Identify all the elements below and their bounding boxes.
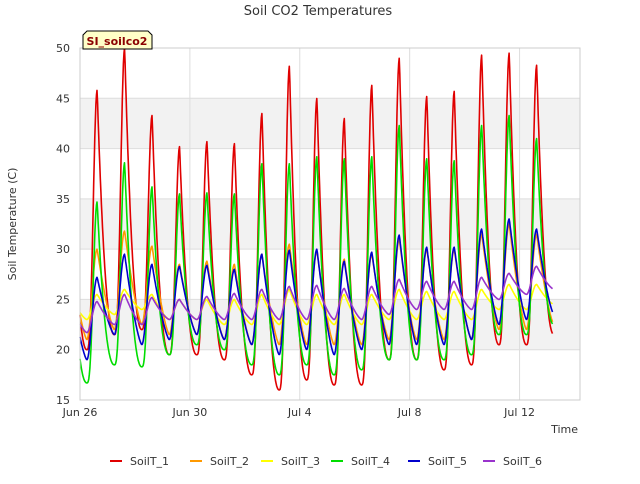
y-tick-label-40: 40 — [56, 143, 70, 156]
legend-label-SoilT_1: SoilT_1 — [130, 455, 169, 468]
y-tick-label-15: 15 — [56, 394, 70, 407]
y-tick-label-35: 35 — [56, 193, 70, 206]
y-tick-label-25: 25 — [56, 293, 70, 306]
legend-label-SoilT_5: SoilT_5 — [428, 455, 467, 468]
legend-label-SoilT_2: SoilT_2 — [210, 455, 249, 468]
legend-label-SoilT_3: SoilT_3 — [281, 455, 320, 468]
station-tag-box — [82, 30, 153, 50]
grid-band-2 — [80, 98, 580, 149]
x-tick-label-4: Jun 30 — [172, 406, 208, 419]
plot-frame — [79, 47, 581, 401]
y-tick-label-45: 45 — [56, 92, 70, 105]
station-tag-label: SI_soilco2 — [87, 35, 148, 48]
y-tick-label-30: 30 — [56, 243, 70, 256]
station-tag: SI_soilco2 — [82, 30, 153, 50]
legend: SoilT_1 SoilT_2 SoilT_3 SoilT_4 SoilT_5 SoilT… — [110, 455, 542, 468]
series-line-SoilT_6 — [79, 265, 553, 334]
y-tick-label-20: 20 — [56, 344, 70, 357]
y-axis-label: Soil Temperature (C) — [6, 168, 19, 281]
x-tick-label-12: Jul 8 — [397, 406, 422, 419]
chart-title: Soil CO2 Temperatures — [244, 4, 393, 19]
series-lines — [79, 47, 554, 391]
legend-label-SoilT_4: SoilT_4 — [351, 455, 390, 468]
series-line-SoilT_5 — [79, 218, 554, 361]
y-tick-label-50: 50 — [56, 42, 70, 55]
x-tick-label-16: Jul 12 — [503, 406, 535, 419]
legend-label-SoilT_6: SoilT_6 — [503, 455, 542, 468]
axes: 15 20 25 30 35 40 45 50 Jun 26 Jun 30 Jul 4 Jul 8 Ju… — [56, 42, 581, 419]
grid-band-1 — [80, 198, 580, 250]
x-tick-label-0: Jun 26 — [62, 406, 98, 419]
x-tick-label-8: Jul 4 — [287, 406, 312, 419]
series-line-SoilT_4 — [79, 114, 554, 384]
series-line-SoilT_1 — [79, 47, 554, 391]
x-axis-label: Time — [550, 423, 578, 436]
